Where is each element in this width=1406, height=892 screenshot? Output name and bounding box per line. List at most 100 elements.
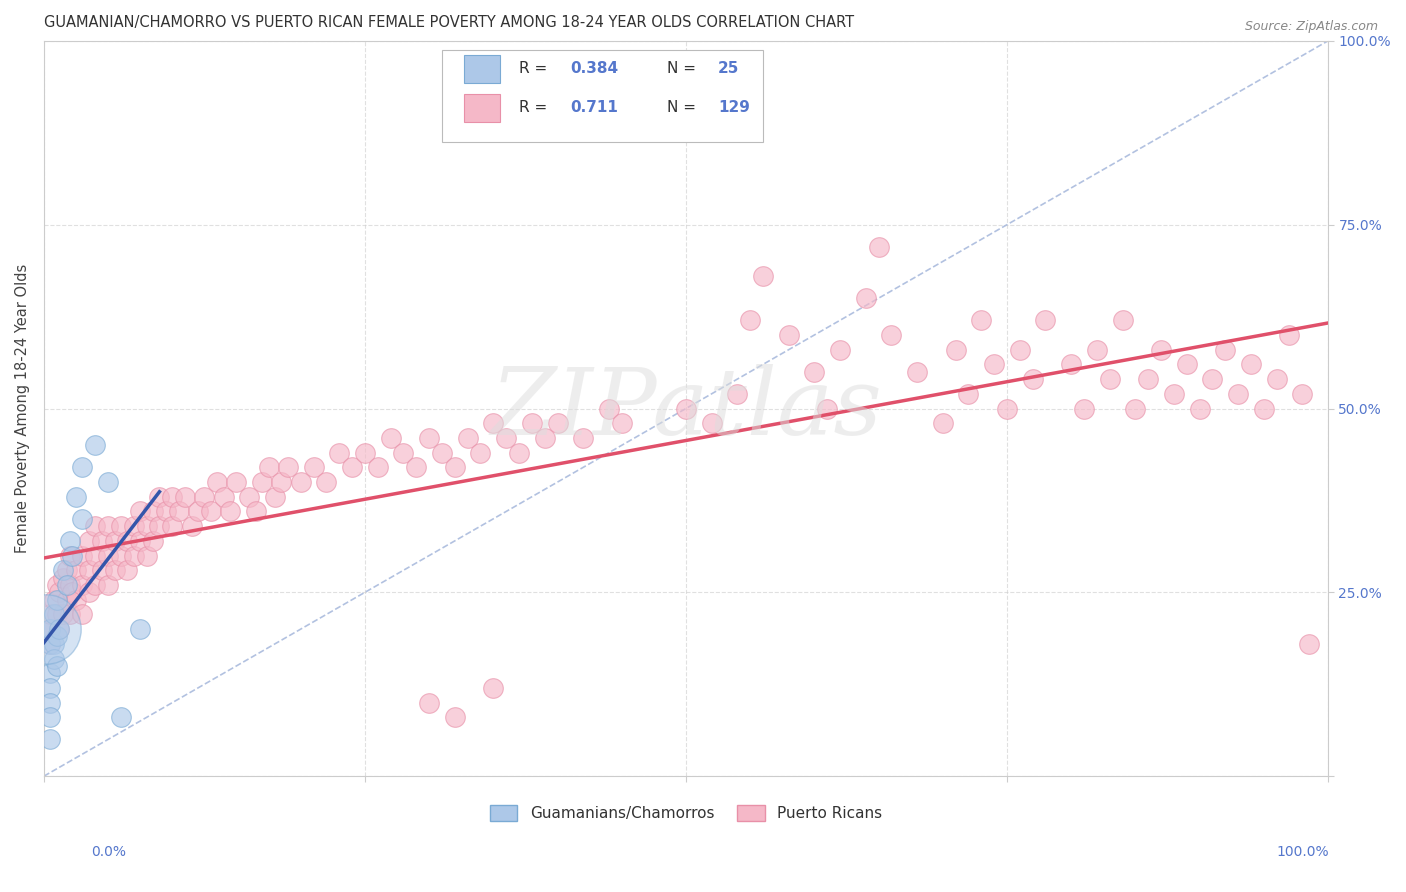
Point	[1073, 401, 1095, 416]
Point	[44, 607, 66, 622]
Point	[392, 445, 415, 459]
Point	[1213, 343, 1236, 357]
Point	[207, 475, 229, 489]
Point	[533, 431, 555, 445]
Point	[443, 710, 465, 724]
Point	[56, 592, 79, 607]
Point	[1008, 343, 1031, 357]
Point	[117, 533, 139, 548]
Point	[84, 549, 107, 563]
Point	[142, 533, 165, 548]
Point	[39, 622, 62, 636]
Point	[752, 269, 775, 284]
Point	[1125, 401, 1147, 416]
Text: 25: 25	[718, 62, 740, 77]
Point	[1291, 387, 1313, 401]
Point	[740, 313, 762, 327]
Point	[97, 549, 120, 563]
Point	[39, 637, 62, 651]
Point	[1021, 372, 1043, 386]
Point	[1298, 637, 1320, 651]
Point	[340, 460, 363, 475]
Point	[482, 416, 505, 430]
Point	[44, 637, 66, 651]
Point	[219, 504, 242, 518]
Point	[828, 343, 851, 357]
Point	[60, 585, 83, 599]
Point	[77, 585, 100, 599]
Point	[162, 519, 184, 533]
Point	[905, 365, 928, 379]
Point	[1085, 343, 1108, 357]
Point	[443, 460, 465, 475]
Point	[52, 563, 75, 577]
Point	[1137, 372, 1160, 386]
Point	[995, 401, 1018, 416]
Point	[84, 578, 107, 592]
Point	[508, 445, 530, 459]
Point	[45, 578, 67, 592]
Point	[129, 533, 152, 548]
Point	[212, 490, 235, 504]
Text: Source: ZipAtlas.com: Source: ZipAtlas.com	[1244, 20, 1378, 33]
Point	[39, 622, 62, 636]
Point	[1163, 387, 1185, 401]
Point	[180, 519, 202, 533]
Point	[60, 549, 83, 563]
Point	[970, 313, 993, 327]
Point	[142, 504, 165, 518]
Point	[277, 460, 299, 475]
Point	[803, 365, 825, 379]
Point	[90, 533, 112, 548]
Point	[58, 549, 80, 563]
Point	[135, 549, 157, 563]
Point	[572, 431, 595, 445]
Point	[77, 533, 100, 548]
Point	[56, 578, 79, 592]
Point	[238, 490, 260, 504]
Point	[45, 630, 67, 644]
Point	[290, 475, 312, 489]
Point	[58, 578, 80, 592]
Point	[610, 416, 633, 430]
Point	[257, 460, 280, 475]
Point	[122, 519, 145, 533]
Point	[430, 445, 453, 459]
Point	[174, 490, 197, 504]
Point	[1240, 358, 1263, 372]
Point	[880, 328, 903, 343]
Point	[97, 519, 120, 533]
Point	[65, 490, 87, 504]
Point	[155, 504, 177, 518]
Point	[48, 622, 70, 636]
Point	[148, 490, 170, 504]
Point	[39, 710, 62, 724]
Text: N =: N =	[666, 100, 700, 115]
Text: N =: N =	[666, 62, 700, 77]
Text: 0.0%: 0.0%	[91, 845, 127, 859]
Point	[45, 659, 67, 673]
Point	[270, 475, 292, 489]
Point	[52, 571, 75, 585]
Point	[90, 563, 112, 577]
Legend: Guamanians/Chamorros, Puerto Ricans: Guamanians/Chamorros, Puerto Ricans	[484, 799, 889, 828]
FancyBboxPatch shape	[464, 94, 499, 122]
Point	[1098, 372, 1121, 386]
Text: R =: R =	[519, 62, 553, 77]
Point	[520, 416, 543, 430]
Point	[187, 504, 209, 518]
Point	[110, 549, 132, 563]
Point	[72, 607, 94, 622]
Point	[598, 401, 620, 416]
Point	[1150, 343, 1173, 357]
Point	[44, 651, 66, 665]
Point	[84, 519, 107, 533]
Point	[315, 475, 337, 489]
FancyBboxPatch shape	[464, 55, 499, 83]
Point	[72, 549, 94, 563]
Point	[957, 387, 980, 401]
Point	[470, 445, 492, 459]
Point	[44, 592, 66, 607]
Point	[983, 358, 1005, 372]
Point	[72, 460, 94, 475]
